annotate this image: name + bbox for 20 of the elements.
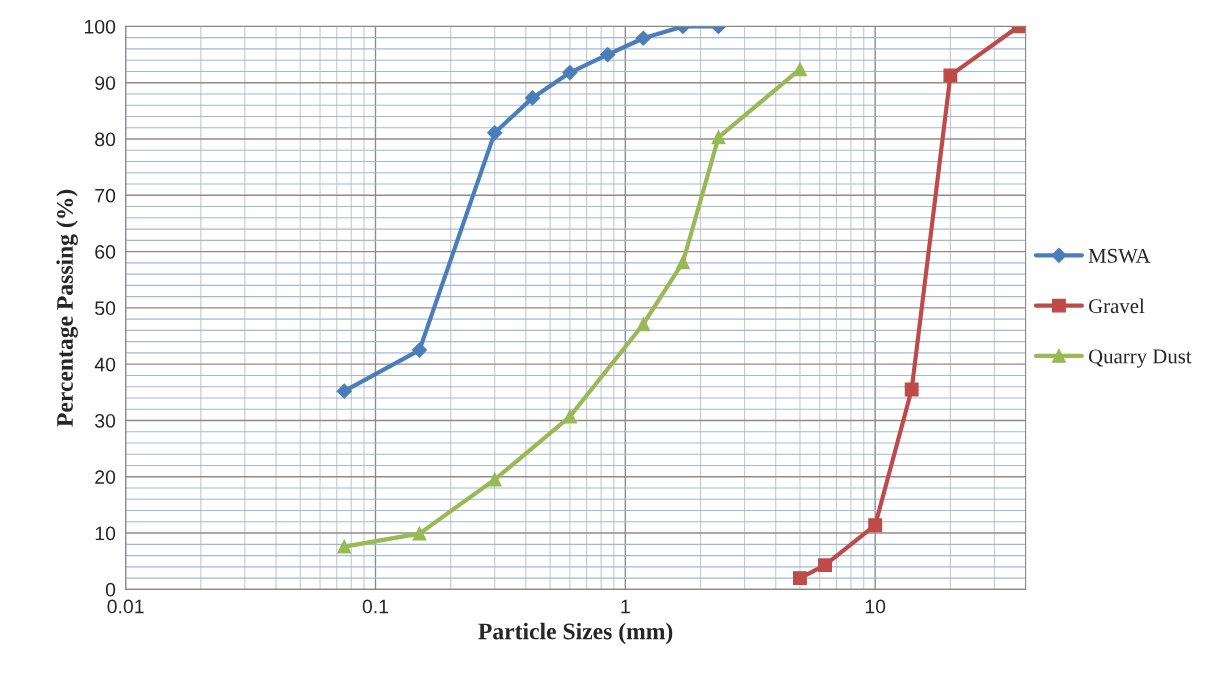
y-tick-label: 60 [95,245,116,259]
y-tick-label: 80 [95,132,116,147]
y-tick-label: 30 [95,413,116,428]
x-tick-label: 0.1 [362,599,389,614]
y-tick-label: 90 [95,76,116,90]
x-tick-label: 0.01 [107,599,144,614]
y-tick-label: 20 [95,470,116,485]
x-tick-label: 10 [865,599,886,614]
x-axis-title: Particle Sizes (mm) [478,622,673,645]
y-tick-label: 10 [95,526,116,541]
legend-label: Gravel [1088,298,1145,314]
y-tick-label: 50 [95,301,116,316]
y-tick-label: 40 [94,357,116,372]
legend-label: Quarry Dust [1088,349,1192,368]
x-tick-label: 1 [621,599,630,614]
legend-label: MSWA [1088,248,1151,263]
y-axis-title: Percentage Passing (%) [56,189,78,427]
y-tick-label: 70 [95,188,116,203]
y-tick-label: 0 [105,582,116,597]
y-tick-label: 100 [84,19,116,34]
